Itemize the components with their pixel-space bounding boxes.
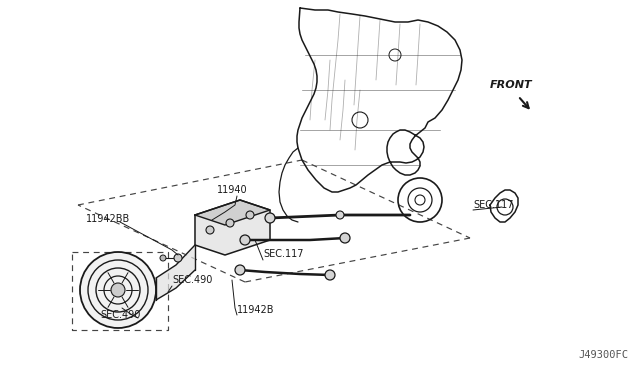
Text: 11942BB: 11942BB [86,214,131,224]
Circle shape [325,270,335,280]
Circle shape [80,252,156,328]
Circle shape [226,219,234,227]
Circle shape [206,226,214,234]
Circle shape [340,233,350,243]
Circle shape [246,211,254,219]
Polygon shape [156,245,195,300]
Text: SEC.117: SEC.117 [263,249,303,259]
Text: SEC.490: SEC.490 [172,275,212,285]
Text: SEC.490: SEC.490 [100,310,140,320]
Circle shape [336,211,344,219]
Circle shape [174,254,182,262]
Text: SEC.117: SEC.117 [473,200,513,210]
Circle shape [111,283,125,297]
Text: FRONT: FRONT [490,80,532,90]
Circle shape [240,235,250,245]
Polygon shape [195,200,270,255]
Text: J49300FC: J49300FC [578,350,628,360]
Polygon shape [195,200,270,225]
Circle shape [235,265,245,275]
Text: 11940: 11940 [217,185,248,195]
Circle shape [265,213,275,223]
Text: 11942B: 11942B [237,305,275,315]
Circle shape [160,255,166,261]
